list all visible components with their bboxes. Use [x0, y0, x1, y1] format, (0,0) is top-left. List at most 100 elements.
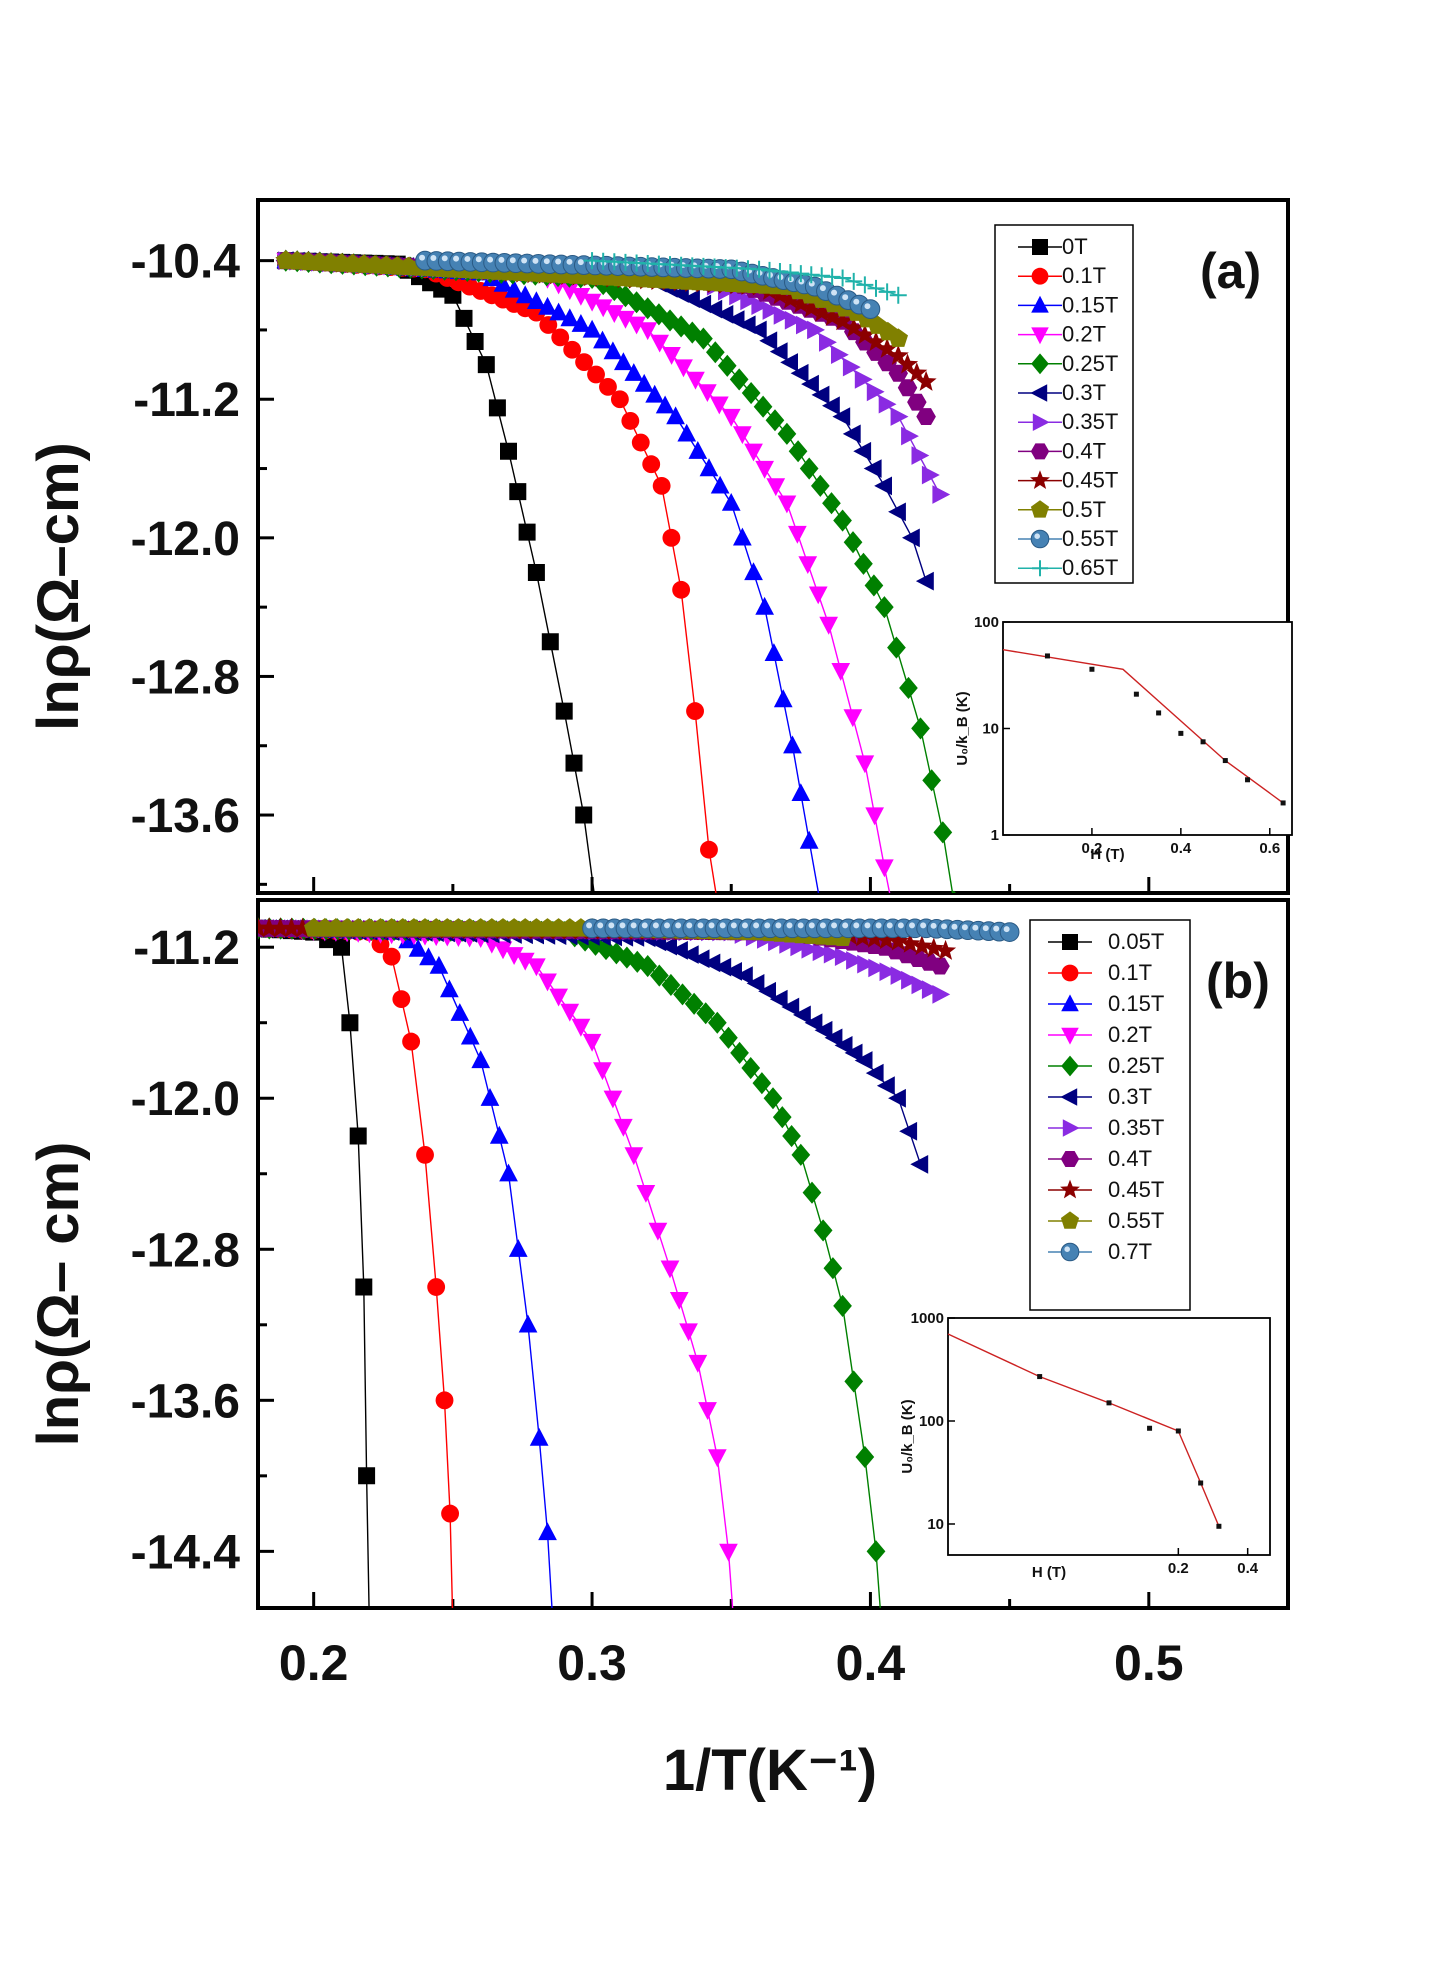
data-point-0.35T — [762, 301, 781, 320]
data-point-0.3T — [910, 1155, 929, 1174]
inset-data-point — [1044, 653, 1050, 659]
data-point-0.25T — [899, 676, 918, 699]
data-point-0.15T — [582, 319, 602, 338]
data-point-0.25T — [607, 942, 626, 965]
data-point-0.7T-highlight — [1003, 926, 1010, 933]
data-point-0.3T — [853, 441, 872, 461]
data-point-0.25T — [823, 1257, 843, 1280]
data-point-0.25T — [802, 1181, 822, 1204]
data-point-0.2T — [875, 859, 894, 878]
data-point-0.25T — [866, 1540, 886, 1563]
data-point-0.15T — [515, 285, 535, 304]
legend-marker-0.45T — [1060, 1179, 1080, 1199]
data-point-0.15T — [508, 1239, 528, 1257]
data-point-0.7T-highlight — [897, 922, 904, 929]
data-point-0.45T — [915, 370, 937, 391]
data-point-0.7T — [999, 922, 1020, 942]
data-point-0.7T-highlight — [630, 922, 637, 929]
data-point-0.15T — [614, 352, 633, 371]
data-point-0.45T — [800, 297, 822, 318]
legend-label: 0.65T — [1062, 555, 1118, 580]
data-point-0.2T — [560, 1003, 580, 1022]
data-point-0.3T — [834, 1036, 853, 1055]
data-point-0.2T — [660, 1260, 680, 1279]
data-point-0.05T — [341, 1014, 359, 1032]
series-line-0.05T — [258, 927, 370, 1608]
data-point-0.1T — [621, 411, 640, 430]
data-point-0.3T — [735, 966, 753, 985]
inset-data-point — [1200, 739, 1206, 745]
data-point-0.4T — [877, 354, 897, 372]
data-point-0.2T — [638, 322, 658, 341]
data-point-0.1T — [539, 316, 558, 334]
data-point-0.45T — [899, 932, 921, 953]
legend-b: 0.05T 0.1T 0.15T 0.2T 0.25T 0.3T 0.35T 0.4T 0.45… — [1029, 919, 1191, 1311]
data-point-0.35T — [823, 944, 842, 964]
y-tick-label: -10.4 — [131, 236, 241, 289]
data-point-0.35T — [796, 315, 814, 335]
data-point-0.7T-highlight — [920, 922, 927, 929]
legend-box — [994, 224, 1134, 584]
data-point-0.65T — [750, 260, 768, 278]
data-point-0.1T — [575, 353, 594, 372]
data-point-0.15T — [440, 979, 459, 998]
data-point-0.3T — [758, 981, 776, 1001]
data-point-0.3T — [888, 502, 906, 522]
data-point-0T — [555, 702, 573, 720]
data-point-0.15T — [624, 363, 644, 381]
data-point-0.25T — [875, 596, 894, 619]
data-point-0.2T — [744, 443, 763, 462]
data-point-0.25T — [833, 1294, 852, 1317]
data-point-0.65T — [834, 269, 852, 287]
data-point-0.3T — [888, 1088, 906, 1108]
data-point-0.65T — [856, 276, 874, 294]
data-point-0.25T — [777, 422, 797, 445]
legend-marker-0.25T — [1031, 353, 1049, 375]
data-point-0.55T — [860, 299, 881, 319]
inset-x-tick-label: 0.4 — [1237, 1560, 1259, 1577]
inset-data-point — [1037, 1374, 1043, 1380]
data-point-0.25T — [811, 474, 830, 497]
data-point-0.35T — [878, 394, 897, 414]
data-point-0.2T — [515, 952, 535, 971]
data-point-0.35T — [911, 975, 930, 995]
data-point-0.2T — [865, 807, 884, 826]
data-point-0.45T — [911, 935, 933, 956]
data-point-0.25T — [706, 341, 725, 364]
legend-marker-0.5T — [1030, 500, 1050, 518]
data-point-0.2T — [721, 408, 741, 427]
data-point-0.15T — [755, 596, 774, 615]
legend-label: 0.35T — [1062, 409, 1118, 434]
data-point-0.15T — [480, 1088, 500, 1106]
data-point-0.7T-highlight — [842, 922, 849, 929]
data-point-0.2T — [605, 305, 624, 323]
data-point-0.15T — [408, 938, 428, 957]
data-point-0.15T — [645, 384, 664, 403]
data-point-0.2T — [549, 988, 568, 1007]
data-point-0.3T — [902, 528, 920, 548]
data-point-0.15T — [655, 395, 675, 414]
data-point-0.1T — [551, 328, 570, 347]
data-point-0.2T — [582, 1033, 602, 1052]
data-point-0.7T-highlight — [741, 922, 748, 929]
legend-marker-0.1T — [1061, 964, 1079, 982]
legend-marker-0.55T-highlight — [1034, 533, 1040, 539]
inset-y-tick-label: 10 — [927, 1516, 944, 1533]
inset-fit-line — [1002, 649, 1284, 804]
data-point-0.55T-highlight — [532, 257, 539, 264]
data-point-0.45T — [923, 937, 945, 958]
data-point-0.55T-highlight — [566, 258, 573, 265]
data-point-0.45T — [876, 337, 898, 358]
legend-marker-0.3T — [1030, 384, 1048, 402]
data-point-0.15T — [764, 643, 784, 661]
legend-label: 0.25T — [1062, 351, 1118, 376]
data-point-0.3T — [854, 1051, 873, 1070]
data-point-0.25T — [730, 1041, 749, 1064]
data-point-0.35T — [890, 407, 909, 426]
data-point-0.65T — [845, 272, 863, 290]
data-point-0.7T-highlight — [652, 922, 659, 929]
legend-marker-0.7T-highlight — [1064, 1246, 1070, 1252]
data-point-0.25T — [922, 769, 941, 792]
x-axis-label: 1/T(K⁻¹) — [663, 1738, 877, 1803]
data-point-0.25T — [855, 1445, 875, 1468]
